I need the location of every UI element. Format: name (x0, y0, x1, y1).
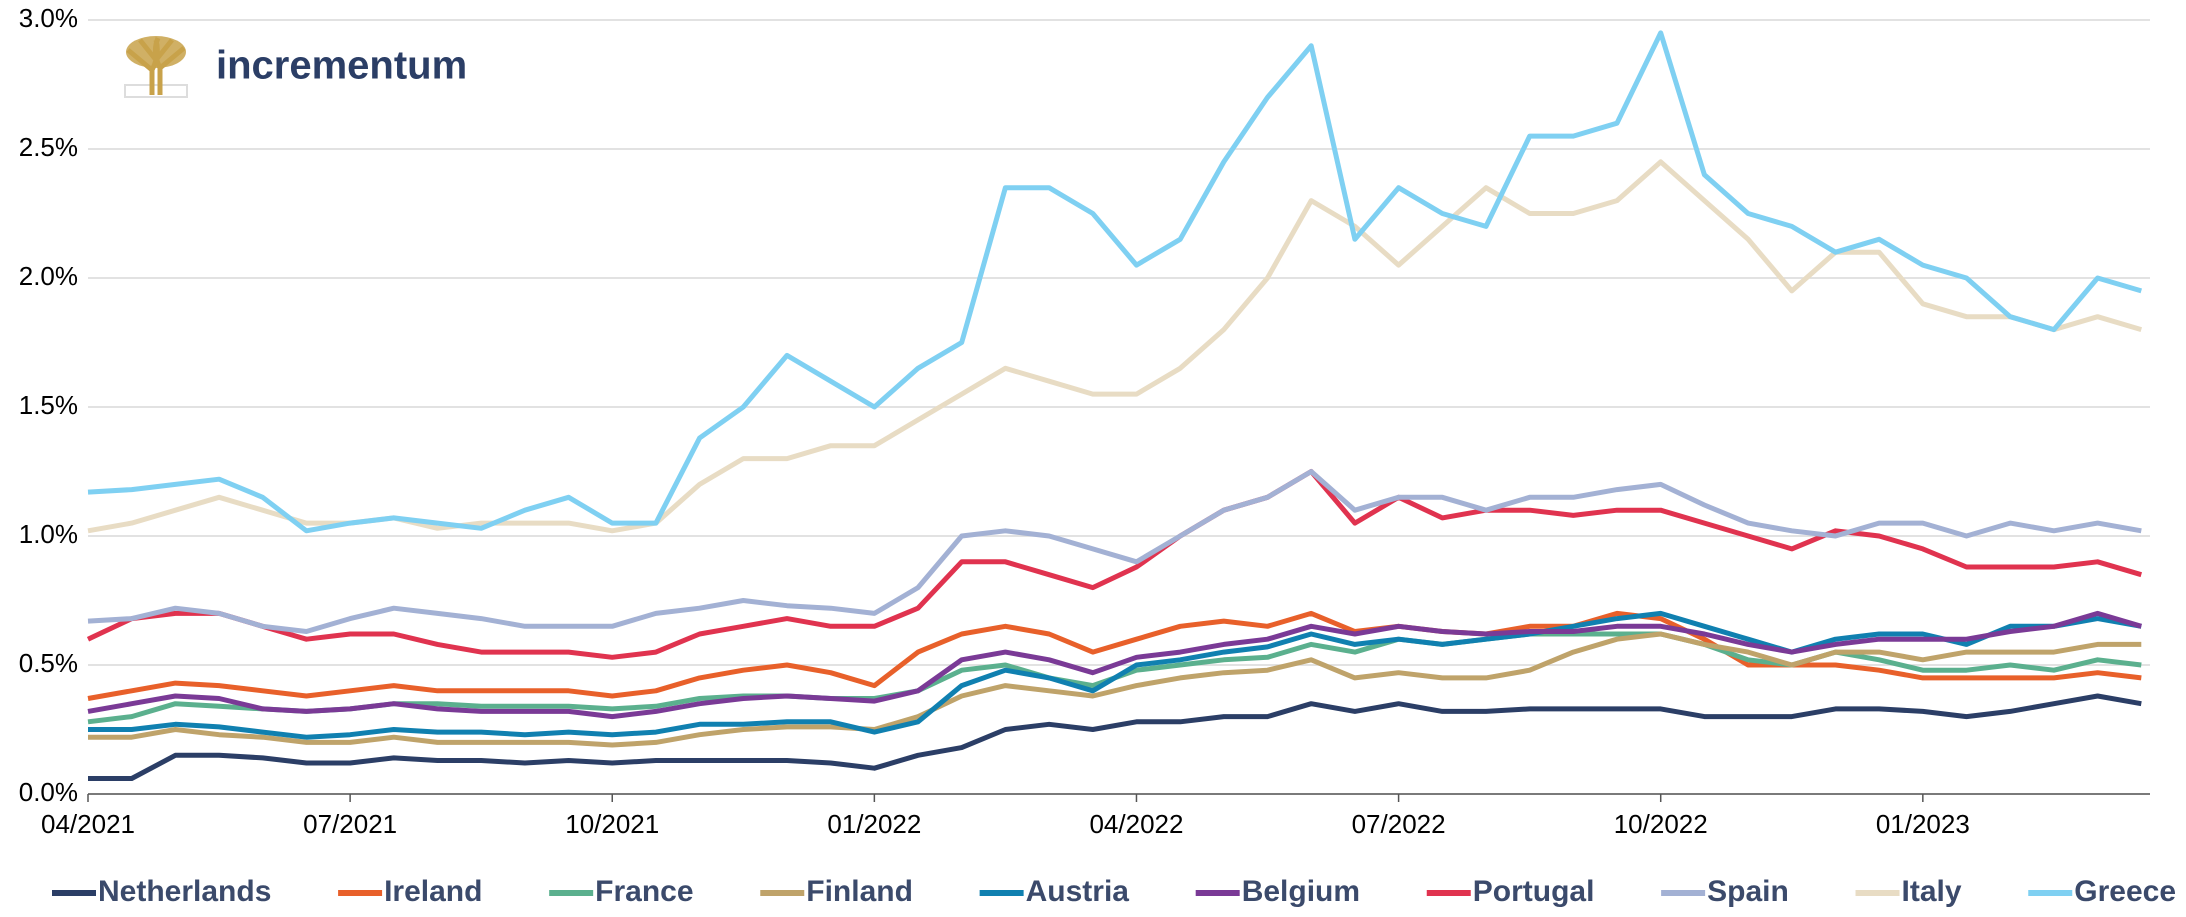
x-tick-label: 04/2022 (1089, 809, 1183, 839)
y-tick-label: 1.0% (19, 519, 78, 549)
line (88, 693, 2142, 781)
line (87, 610, 2142, 701)
line (87, 469, 2142, 634)
y-tick-label: 2.0% (19, 261, 78, 291)
x-tick-label: 04/2021 (41, 809, 135, 839)
line (87, 159, 2143, 534)
y-tick-label: 3.0% (19, 3, 78, 33)
x-tick-label: 07/2022 (1352, 809, 1446, 839)
x-tick-label: 01/2022 (827, 809, 921, 839)
legend-label: Portugal (1473, 875, 1595, 908)
legend-item: Netherlands (52, 875, 271, 908)
legend-label: Netherlands (98, 875, 271, 908)
legend-item: Spain (1661, 875, 1789, 908)
line (87, 30, 2143, 534)
line (87, 610, 2143, 720)
legend-item: Finland (760, 875, 913, 908)
legend-label: Italy (1902, 875, 1962, 908)
legend-item: Portugal (1426, 875, 1595, 908)
legend-item: Italy (1855, 875, 1962, 908)
legend-label: Austria (1026, 875, 1130, 908)
legend-item: Greece (2028, 875, 2176, 908)
y-tick-label: 0.5% (19, 648, 78, 678)
x-tick-label: 01/2023 (1876, 809, 1970, 839)
legend-label: Greece (2074, 875, 2176, 908)
y-tick-label: 1.5% (19, 390, 78, 420)
legend-item: France (549, 875, 694, 908)
legend-label: Spain (1707, 875, 1789, 908)
legend-label: France (595, 875, 693, 908)
legend-item: Belgium (1195, 875, 1360, 908)
logo-crown (126, 36, 186, 68)
line (88, 631, 2142, 748)
legend-label: Finland (806, 875, 913, 908)
legend-item: Ireland (338, 875, 482, 908)
x-tick-label: 10/2021 (565, 809, 659, 839)
x-tick-label: 10/2022 (1614, 809, 1708, 839)
legend-label: Belgium (1242, 875, 1360, 908)
x-tick-label: 07/2021 (303, 809, 397, 839)
line (86, 469, 2143, 660)
legend-label: Ireland (384, 875, 482, 908)
logo-text: incrementum (216, 44, 467, 88)
logo-frame (124, 84, 188, 98)
y-tick-label: 2.5% (19, 132, 78, 162)
y-tick-label: 0.0% (19, 777, 78, 807)
logo: incrementum (124, 36, 467, 98)
legend-item: Austria (979, 875, 1130, 908)
